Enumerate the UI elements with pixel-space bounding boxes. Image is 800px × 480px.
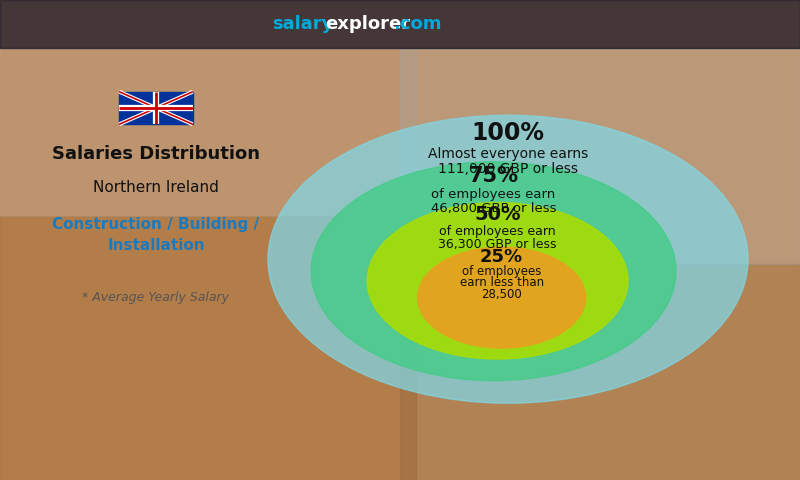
Text: earn less than: earn less than bbox=[459, 276, 544, 289]
Circle shape bbox=[268, 115, 748, 403]
Text: 36,300 GBP or less: 36,300 GBP or less bbox=[438, 238, 557, 252]
Text: of employees: of employees bbox=[462, 264, 542, 278]
Bar bbox=[119, 92, 193, 124]
Text: Almost everyone earns: Almost everyone earns bbox=[428, 146, 588, 161]
Bar bbox=[400, 264, 800, 480]
Text: 111,000 GBP or less: 111,000 GBP or less bbox=[438, 162, 578, 176]
Text: Construction / Building /
Installation: Construction / Building / Installation bbox=[53, 217, 259, 253]
Bar bbox=[0, 48, 416, 216]
Text: * Average Yearly Salary: * Average Yearly Salary bbox=[82, 291, 230, 304]
Text: of employees earn: of employees earn bbox=[431, 188, 556, 201]
Text: 50%: 50% bbox=[474, 205, 521, 224]
Circle shape bbox=[367, 203, 628, 359]
Text: 100%: 100% bbox=[471, 121, 545, 145]
Bar bbox=[0, 216, 416, 480]
Circle shape bbox=[311, 162, 676, 381]
Bar bbox=[400, 48, 800, 264]
Text: 28,500: 28,500 bbox=[482, 288, 522, 301]
Text: of employees earn: of employees earn bbox=[439, 225, 556, 238]
Bar bbox=[0, 0, 800, 48]
Text: salary: salary bbox=[272, 14, 334, 33]
Text: Salaries Distribution: Salaries Distribution bbox=[52, 144, 260, 163]
Text: .com: .com bbox=[394, 14, 442, 33]
Text: explorer: explorer bbox=[325, 14, 410, 33]
Text: 75%: 75% bbox=[469, 166, 518, 186]
Text: Northern Ireland: Northern Ireland bbox=[93, 180, 219, 195]
Circle shape bbox=[418, 247, 586, 348]
Text: 25%: 25% bbox=[480, 248, 523, 266]
Text: 46,800 GBP or less: 46,800 GBP or less bbox=[431, 202, 556, 216]
